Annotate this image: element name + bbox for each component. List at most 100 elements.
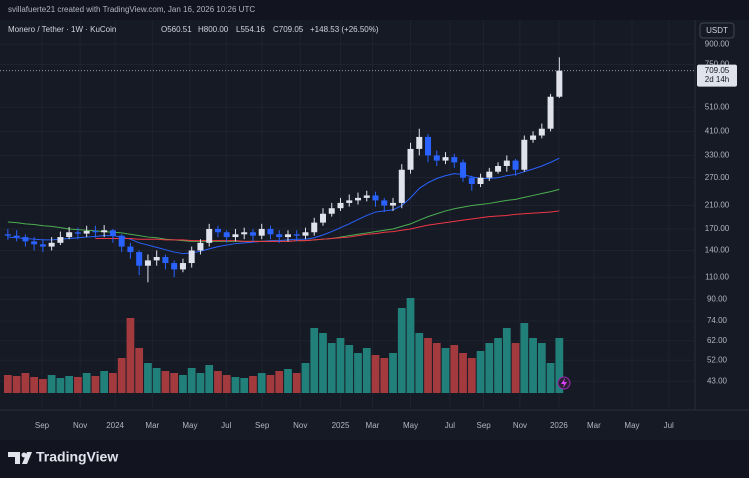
candle-body: [284, 234, 291, 238]
plot: [0, 20, 695, 410]
candle-body: [232, 234, 239, 238]
x-tick-label: Mar: [145, 421, 159, 430]
candle-body: [556, 70, 563, 97]
candle-body: [337, 202, 344, 209]
y-tick-label: 90.00: [707, 295, 728, 304]
candle-body: [372, 195, 379, 201]
x-tick-label: Mar: [366, 421, 380, 430]
volume-bar: [380, 358, 389, 393]
volume-bar: [502, 328, 511, 393]
volume-bar: [196, 373, 205, 393]
candle-body: [118, 235, 125, 247]
volume-bar: [222, 375, 231, 393]
legend-high: H800.00: [198, 25, 229, 34]
y-tick-label: 330.00: [705, 151, 730, 160]
last-price-label: 709.05: [705, 66, 730, 75]
brand: TradingView: [36, 449, 118, 465]
volume-bar: [12, 376, 21, 393]
currency-box[interactable]: [699, 22, 735, 39]
y-tick-label: 43.00: [707, 376, 728, 385]
candle-body: [31, 241, 38, 245]
volume-bar: [126, 318, 135, 393]
candle-body: [530, 135, 537, 140]
legend-change: +148.53 (+26.50%): [310, 25, 379, 34]
candle-body: [4, 234, 11, 236]
volume-bar: [214, 371, 222, 393]
volume-bar: [152, 368, 161, 393]
candle-body: [468, 177, 475, 185]
x-tick-label: May: [182, 421, 197, 430]
volume-bar: [546, 363, 555, 393]
candle-body: [127, 246, 134, 253]
candle-body: [538, 128, 545, 136]
candle-body: [416, 136, 423, 149]
volume-bar: [511, 343, 520, 393]
candle-body: [39, 244, 46, 247]
volume-bar: [301, 363, 310, 393]
x-tick-label: Jul: [664, 421, 674, 430]
candle-body: [214, 228, 221, 233]
volume-bar: [117, 358, 126, 393]
y-tick-label: 410.00: [705, 126, 730, 135]
volume-bar: [467, 358, 476, 393]
volume-bar: [319, 333, 327, 393]
y-tick-label: 52.00: [707, 355, 728, 364]
x-tick-label: Nov: [293, 421, 307, 430]
volume-bar: [327, 343, 336, 393]
moving-average: [95, 210, 560, 242]
volume-bar: [56, 378, 65, 393]
candle-body: [407, 148, 414, 170]
volume-bar: [406, 298, 415, 393]
candle-body: [153, 256, 160, 261]
volume-bar: [249, 376, 257, 393]
volume-bar: [284, 369, 292, 393]
volume-bar: [450, 345, 459, 393]
y-tick-label: 62.00: [707, 336, 728, 345]
y-tick-label: 900.00: [705, 39, 730, 48]
volume-bar: [371, 355, 380, 393]
candle-body: [101, 230, 108, 233]
candle-body: [390, 202, 397, 206]
x-tick-label: Mar: [587, 421, 601, 430]
volume-bar: [424, 338, 432, 393]
volume-bar: [65, 376, 74, 393]
volume-bar: [30, 377, 39, 393]
volume-bar: [74, 377, 82, 393]
candle-body: [503, 160, 510, 166]
volume-bar: [432, 343, 441, 393]
volume-bar: [441, 348, 450, 393]
candle-body: [188, 250, 195, 264]
volume-bar: [362, 348, 371, 393]
volume-bar: [485, 343, 494, 393]
volume-bar: [109, 373, 117, 393]
candle-body: [512, 160, 519, 170]
volume-bar: [21, 373, 30, 393]
candle-body: [109, 230, 116, 236]
currency[interactable]: USDT: [706, 26, 728, 35]
y-tick-label: 210.00: [705, 201, 730, 210]
candle-body: [241, 232, 248, 235]
volume-bar: [179, 375, 187, 393]
candle-body: [547, 96, 554, 129]
volume-bar: [459, 353, 467, 393]
y-tick-label: 74.00: [707, 316, 728, 325]
candle-body: [66, 232, 73, 238]
candle-body: [442, 157, 449, 161]
candle-body: [171, 263, 178, 270]
candle-body: [486, 171, 493, 178]
legend-open: O560.51: [161, 25, 192, 34]
volume-bar: [205, 365, 214, 393]
countdown: 2d 14h: [705, 75, 729, 84]
volume-bar: [257, 373, 266, 393]
moving-average: [7, 157, 560, 255]
volume-bar: [170, 373, 179, 393]
legend-low: L554.16: [236, 25, 265, 34]
volume-bar: [389, 353, 397, 393]
x-tick-label: May: [403, 421, 418, 430]
x-tick-label: Sep: [476, 421, 491, 430]
volume-bar: [292, 373, 301, 393]
candle-body: [258, 228, 265, 236]
candle-body: [276, 234, 283, 238]
y-tick-label: 750.00: [705, 60, 730, 69]
y-tick-label: 170.00: [705, 224, 730, 233]
